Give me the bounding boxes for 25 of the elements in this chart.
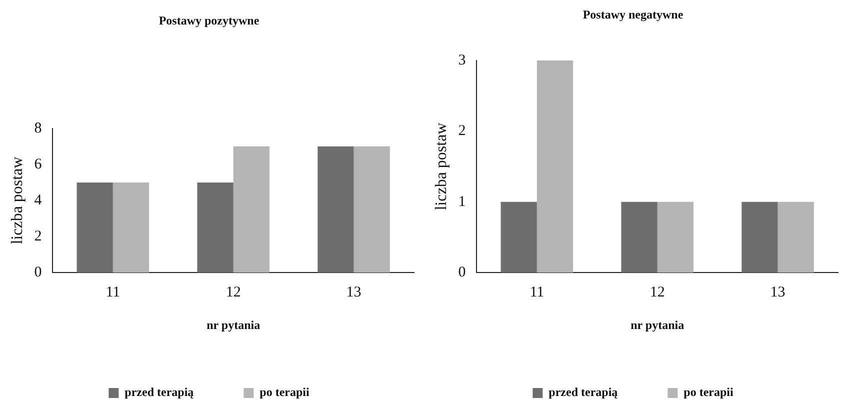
y-tick-label: 8	[34, 120, 42, 136]
y-tick-label: 2	[34, 228, 42, 244]
x-tick-label: 13	[346, 284, 362, 301]
y-tick-label: 0	[458, 264, 466, 281]
x-tick-label: 12	[650, 284, 665, 301]
y-tick-label: 4	[34, 192, 42, 208]
y-tick-label: 0	[34, 264, 42, 281]
chart-title: Postawy negatywne	[582, 7, 684, 22]
y-tick-label: 2	[458, 123, 466, 140]
legend-label: po terapii	[260, 385, 310, 400]
y-axis-title: liczba postaw	[432, 122, 450, 210]
x-tick-label: 11	[530, 284, 544, 301]
x-axis-title: nr pytania	[206, 318, 260, 332]
x-axis-title: nr pytania	[630, 318, 684, 332]
x-tick-label: 12	[226, 284, 241, 301]
x-tick-label: 13	[770, 284, 786, 301]
legend-label: po terapii	[684, 385, 734, 400]
legend-label: przed terapią	[124, 385, 194, 400]
y-axis-title: liczba postaw	[8, 156, 26, 244]
x-tick-label: 11	[106, 284, 120, 301]
legend-label: przed terapią	[548, 385, 618, 400]
y-tick-label: 1	[458, 194, 466, 210]
y-tick-label: 6	[34, 156, 42, 172]
y-tick-label: 3	[458, 52, 466, 68]
chart-title: Postawy pozytywne	[158, 13, 260, 28]
